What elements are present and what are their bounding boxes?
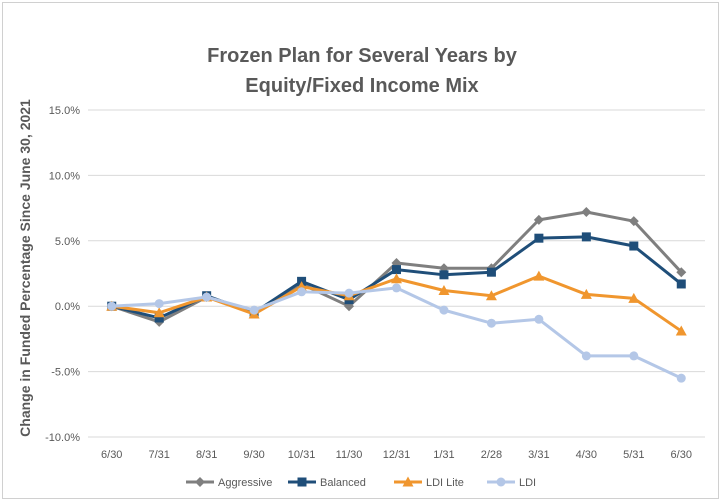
legend-label: LDI Lite (426, 477, 464, 489)
data-point (391, 273, 402, 284)
data-point (439, 270, 449, 280)
x-tick-label: 5/31 (623, 449, 644, 461)
chart-title-line-1: Frozen Plan for Several Years by (207, 45, 518, 67)
data-point (534, 233, 544, 243)
data-point (153, 307, 165, 318)
legend-item: LDI (487, 477, 536, 489)
data-point (533, 270, 545, 281)
legend-marker (297, 477, 307, 487)
legend-item: Aggressive (186, 477, 272, 489)
legend-item: Balanced (288, 477, 366, 489)
data-point (676, 267, 687, 278)
data-point (676, 279, 686, 289)
data-point (107, 301, 117, 311)
series-ldi (107, 283, 686, 383)
data-point (486, 267, 496, 277)
data-point (392, 283, 401, 293)
data-point (675, 325, 687, 336)
data-point (628, 292, 640, 303)
data-point (392, 265, 401, 275)
x-tick-label: 4/30 (576, 449, 597, 461)
data-point (534, 314, 544, 324)
x-tick-label: 6/30 (671, 449, 692, 461)
x-tick-label: 12/31 (383, 449, 411, 461)
y-axis-label: Change in Funded Percentage Since June 3… (17, 99, 33, 437)
legend-item: LDI Lite (394, 476, 464, 489)
y-tick-label: -10.0% (45, 432, 80, 444)
legend-label: LDI (519, 477, 536, 489)
x-tick-label: 2/28 (481, 449, 502, 461)
x-tick-label: 10/31 (288, 449, 316, 461)
legend-marker (402, 476, 414, 487)
y-tick-label: 5.0% (55, 236, 80, 248)
data-point (629, 241, 639, 251)
x-tick-label: 11/30 (336, 449, 363, 461)
legend-marker (195, 477, 205, 487)
data-point (297, 287, 307, 297)
y-tick-label: -5.0% (51, 367, 80, 379)
x-tick-label: 8/31 (196, 449, 217, 461)
legend-marker (496, 477, 506, 487)
data-point (628, 216, 639, 227)
data-point (154, 299, 164, 309)
data-point (439, 305, 449, 315)
y-tick-label: 0.0% (55, 301, 80, 313)
x-tick-label: 6/30 (101, 449, 122, 461)
chart-frame (2, 2, 719, 499)
data-point (581, 351, 591, 361)
x-tick-label: 9/30 (243, 449, 264, 461)
data-point (485, 290, 497, 301)
data-point (486, 318, 496, 328)
legend-label: Balanced (320, 477, 366, 489)
data-point (581, 207, 592, 218)
x-tick-label: 1/31 (433, 449, 454, 461)
data-point (581, 232, 591, 242)
chart-title-line-2: Equity/Fixed Income Mix (245, 75, 478, 97)
y-tick-label: 10.0% (49, 170, 80, 182)
data-point (533, 214, 544, 225)
data-point (676, 373, 686, 383)
x-tick-label: 3/31 (528, 449, 549, 461)
y-tick-label: 15.0% (49, 105, 80, 117)
legend: Aggressive Balanced LDI Lite LDI (186, 476, 536, 489)
data-point (438, 285, 450, 296)
data-point (629, 351, 639, 361)
x-tick-label: 7/31 (148, 449, 169, 461)
data-point (580, 288, 592, 299)
legend-label: Aggressive (218, 477, 272, 489)
data-point (154, 313, 164, 323)
data-point (249, 305, 259, 315)
data-point (344, 288, 354, 298)
data-point (202, 292, 212, 302)
